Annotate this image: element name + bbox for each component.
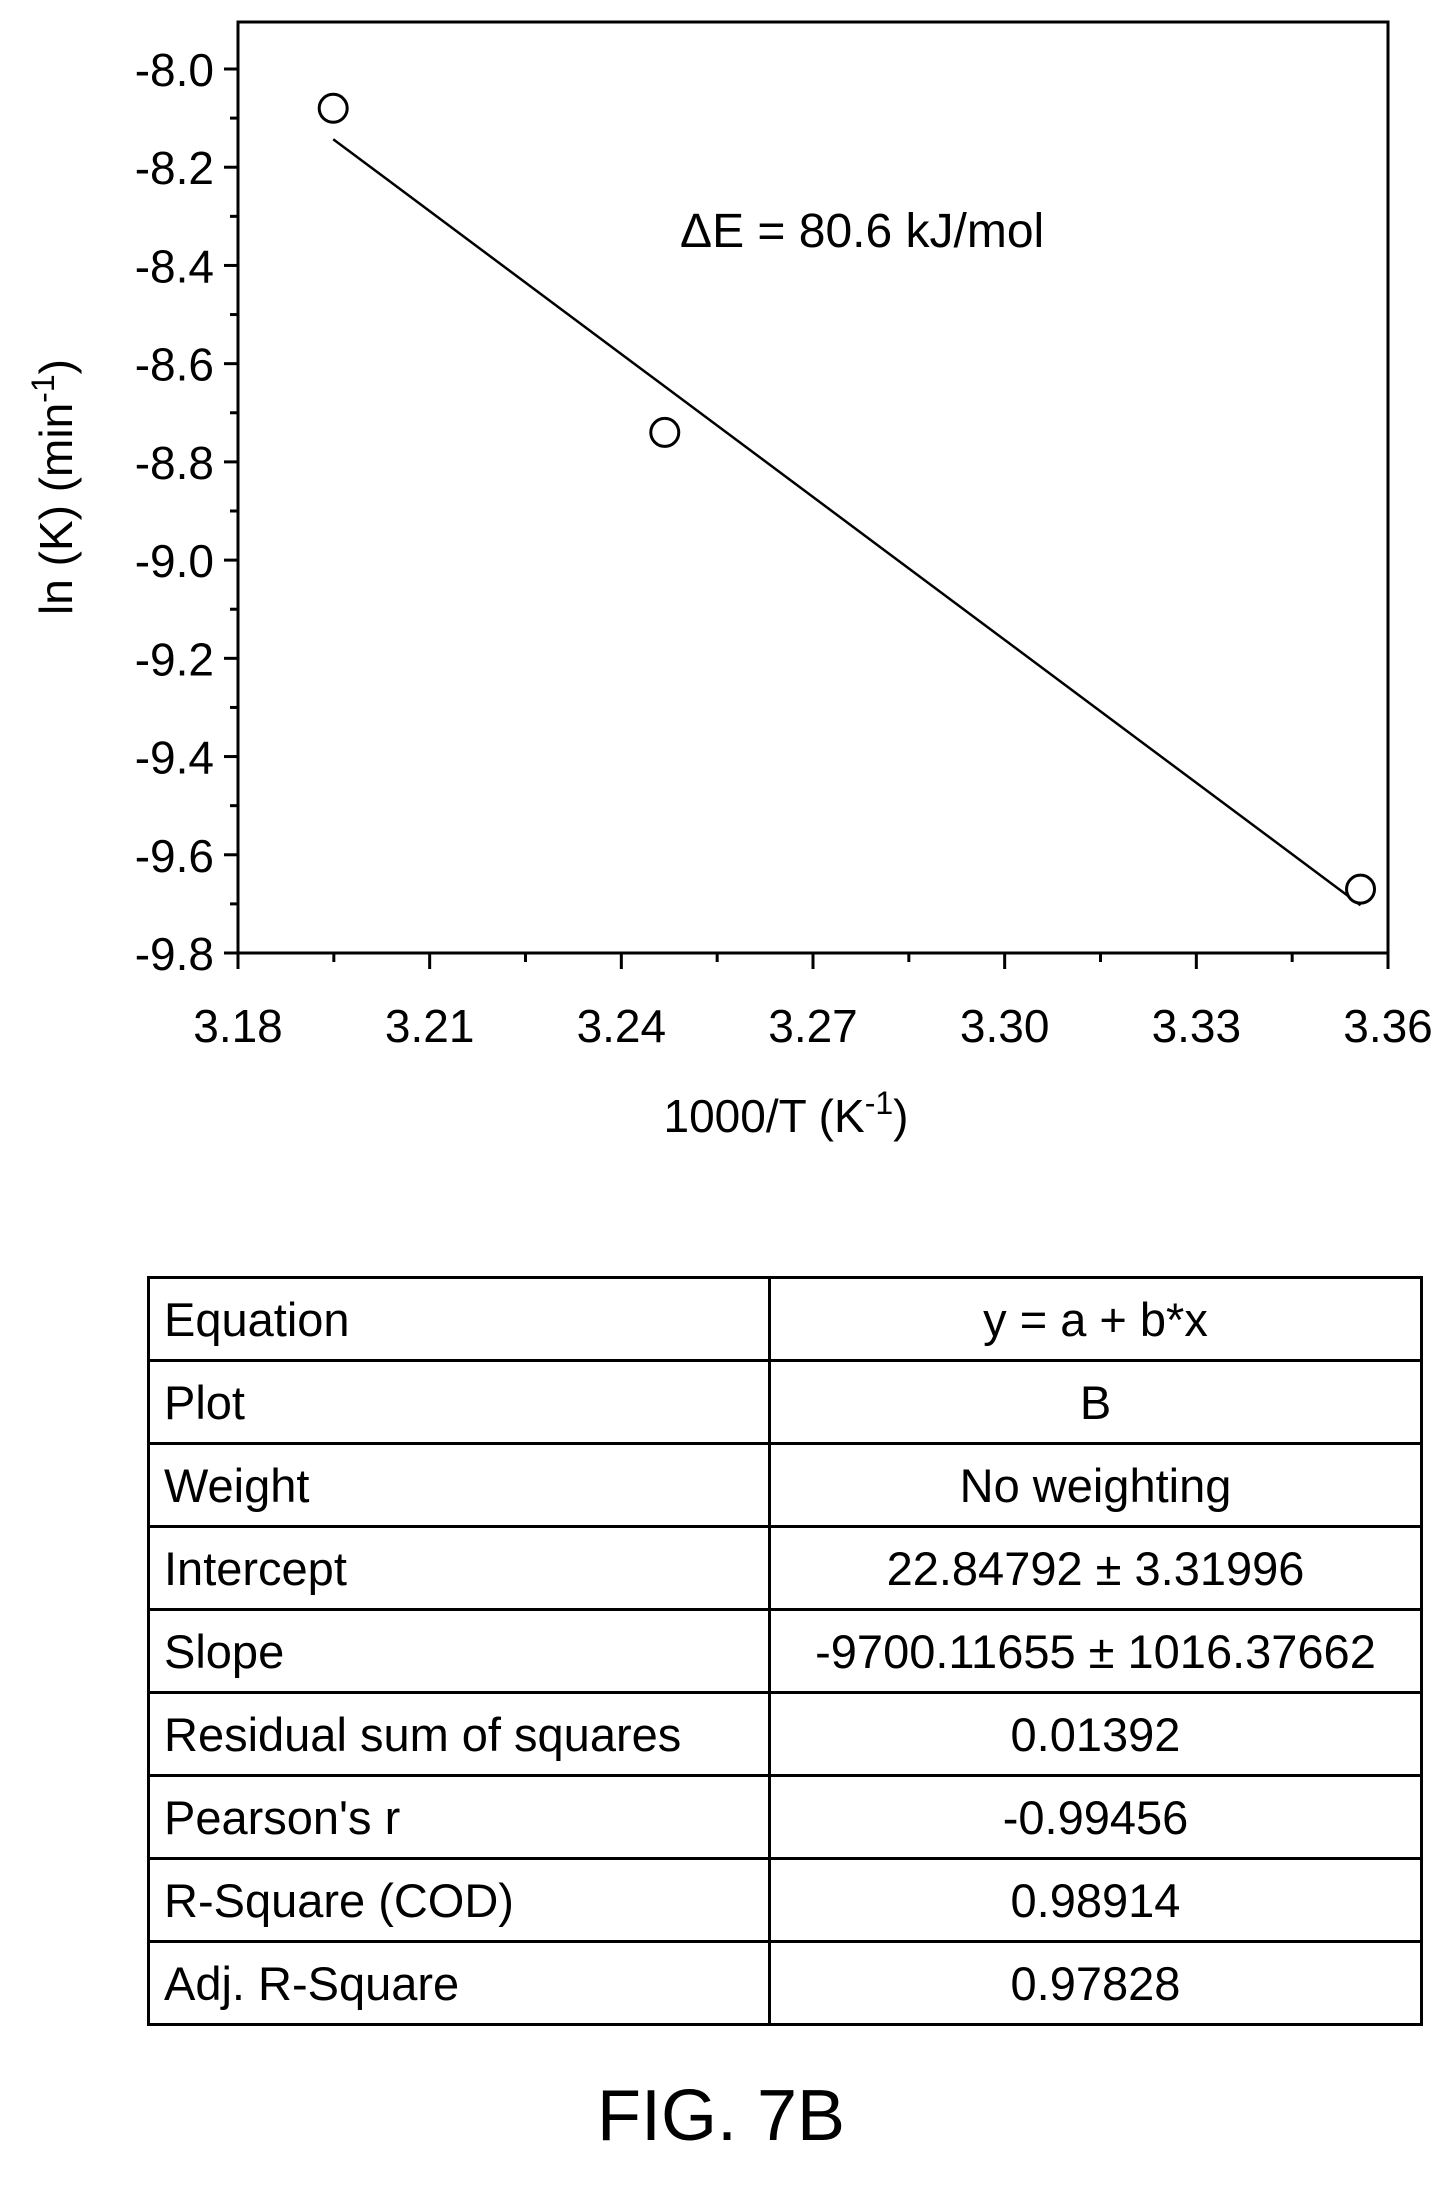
row-value: 22.84792 ± 3.31996 <box>768 1525 1423 1611</box>
activation-energy-annotation: ΔE = 80.6 kJ/mol <box>680 205 1044 258</box>
y-tick-label: -8.6 <box>135 339 214 391</box>
table-row: Slope -9700.11655 ± 1016.37662 <box>147 1608 1423 1694</box>
x-tick-label: 3.18 <box>193 1000 283 1052</box>
row-label: Intercept <box>147 1525 771 1611</box>
row-value: -0.99456 <box>768 1774 1423 1860</box>
plot-frame <box>236 20 1390 955</box>
y-tick-label: -8.8 <box>135 437 214 489</box>
y-axis-label: ln (K) (min-1) <box>25 359 82 615</box>
row-value: B <box>768 1359 1423 1445</box>
y-tick-label: -8.4 <box>135 240 214 292</box>
y-axis-label-superscript: -1 <box>25 374 61 402</box>
table-row: Plot B <box>147 1359 1423 1445</box>
fit-line <box>332 138 1362 907</box>
row-label: Slope <box>147 1608 771 1694</box>
fit-statistics-body: Equation y = a + b*x Plot B Weight No weighti… <box>147 1276 1423 2026</box>
y-tick-label: -8.0 <box>135 44 214 96</box>
x-tick-label: 3.21 <box>385 1000 475 1052</box>
table-row: Intercept 22.84792 ± 3.31996 <box>147 1525 1423 1611</box>
row-label: R-Square (COD) <box>147 1857 771 1943</box>
row-value: 0.01392 <box>768 1691 1423 1777</box>
y-axis-ticks: -8.0 -8.2 -8.4 -8.6 -8.8 -9.0 -9.2 -9.4 -9.6 -9.8 <box>135 44 238 980</box>
row-value: -9700.11655 ± 1016.37662 <box>768 1608 1423 1694</box>
row-label: Weight <box>147 1442 771 1528</box>
arrhenius-chart: -8.0 -8.2 -8.4 -8.6 -8.8 -9.0 -9.2 -9.4 -9.6 -9.8… <box>25 20 1433 1142</box>
table-row: Equation y = a + b*x <box>147 1276 1423 1362</box>
data-point <box>317 92 349 124</box>
row-label: Plot <box>147 1359 771 1445</box>
table-row: Weight No weighting <box>147 1442 1423 1528</box>
x-axis-label-superscript: -1 <box>865 1085 893 1121</box>
row-value: 0.98914 <box>768 1857 1423 1943</box>
y-tick-label: -9.8 <box>135 928 214 980</box>
row-value: 0.97828 <box>768 1940 1423 2026</box>
x-axis-label-close: ) <box>893 1090 908 1142</box>
row-value: No weighting <box>768 1442 1423 1528</box>
y-tick-label: -9.2 <box>135 633 214 685</box>
x-tick-label: 3.30 <box>960 1000 1050 1052</box>
data-point <box>1345 873 1377 905</box>
figure-label: FIG. 7B <box>596 2076 846 2156</box>
y-axis-label-text: ln (K) (min <box>30 403 82 615</box>
row-value: y = a + b*x <box>768 1276 1423 1362</box>
table-row: Residual sum of squares 0.01392 <box>147 1691 1423 1777</box>
y-tick-label: -8.2 <box>135 142 214 194</box>
table-row: Pearson's r -0.99456 <box>147 1774 1423 1860</box>
x-tick-label: 3.24 <box>577 1000 667 1052</box>
data-points <box>317 92 1377 905</box>
x-tick-label: 3.33 <box>1152 1000 1242 1052</box>
y-tick-label: -9.4 <box>135 732 214 784</box>
row-label: Residual sum of squares <box>147 1691 771 1777</box>
x-axis-label: 1000/T (K-1) <box>664 1085 909 1142</box>
table-row: Adj. R-Square 0.97828 <box>147 1940 1423 2026</box>
fit-statistics-table: Equation y = a + b*x Plot B Weight No weighti… <box>147 1276 1423 2026</box>
y-tick-label: -9.0 <box>135 535 214 587</box>
row-label: Adj. R-Square <box>147 1940 771 2026</box>
y-tick-label: -9.6 <box>135 830 214 882</box>
x-tick-label: 3.27 <box>768 1000 858 1052</box>
x-tick-label: 3.36 <box>1343 1000 1433 1052</box>
row-label: Equation <box>147 1276 771 1362</box>
x-axis-label-text: 1000/T (K <box>664 1090 865 1142</box>
y-axis-label-close: ) <box>30 359 82 374</box>
table-row: R-Square (COD) 0.98914 <box>147 1857 1423 1943</box>
data-point <box>649 416 681 448</box>
x-axis-ticks: 3.18 3.21 3.24 3.27 3.30 3.33 3.36 <box>193 953 1433 1052</box>
row-label: Pearson's r <box>147 1774 771 1860</box>
